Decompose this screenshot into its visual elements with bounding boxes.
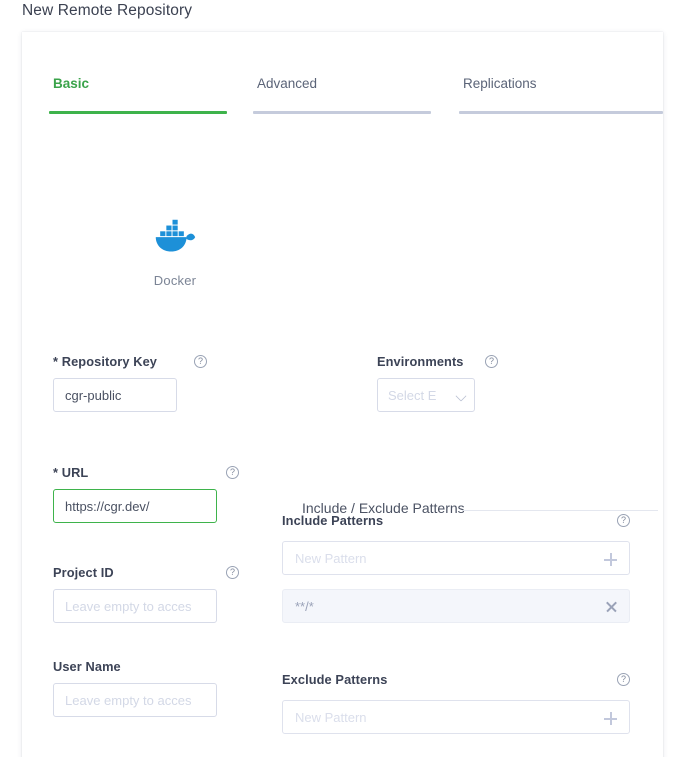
- plus-icon[interactable]: [604, 553, 617, 566]
- environments-label: Environments: [377, 354, 464, 369]
- repository-key-label-text: Repository Key: [61, 354, 158, 369]
- url-label-text: URL: [61, 465, 89, 480]
- project-id-input[interactable]: [53, 589, 217, 623]
- repository-type-docker[interactable]: Docker: [120, 217, 230, 288]
- repository-key-required-marker: *: [53, 354, 59, 369]
- page-title: New Remote Repository: [22, 2, 193, 19]
- repository-key-input[interactable]: [53, 378, 177, 412]
- environments-select[interactable]: Select E: [377, 378, 475, 412]
- tab-basic-underline: [49, 111, 227, 114]
- tab-replications-underline: [459, 111, 663, 114]
- repository-key-help-icon[interactable]: ?: [194, 355, 207, 368]
- exclude-patterns-help-icon[interactable]: ?: [617, 673, 630, 686]
- environments-select-value: Select E: [388, 388, 437, 403]
- patterns-section-title: Include / Exclude Patterns: [302, 500, 465, 516]
- tab-basic[interactable]: Basic: [49, 76, 227, 114]
- tab-basic-label: Basic: [53, 76, 90, 91]
- exclude-patterns-new-placeholder: New Pattern: [295, 710, 367, 725]
- tab-bar: Basic Advanced Replications: [49, 76, 663, 114]
- include-patterns-label: Include Patterns: [282, 513, 384, 528]
- plus-icon[interactable]: [604, 712, 617, 725]
- close-icon[interactable]: [605, 601, 617, 613]
- user-name-input[interactable]: [53, 683, 217, 717]
- patterns-section-header: Include / Exclude Patterns: [302, 500, 658, 520]
- project-id-label: Project ID: [53, 565, 114, 580]
- include-patterns-help-icon[interactable]: ?: [617, 514, 630, 527]
- repository-form-card: Basic Advanced Replications: [22, 32, 663, 757]
- include-patterns-new-input[interactable]: New Pattern: [282, 541, 630, 575]
- include-patterns-new-placeholder: New Pattern: [295, 551, 367, 566]
- tab-advanced-underline: [253, 111, 431, 114]
- include-pattern-value: **/*: [295, 599, 314, 614]
- docker-whale-icon: [155, 219, 196, 252]
- patterns-section-divider: [462, 510, 658, 511]
- tab-advanced[interactable]: Advanced: [253, 76, 431, 114]
- url-required-marker: *: [53, 465, 59, 480]
- tab-advanced-label: Advanced: [257, 76, 318, 91]
- url-input[interactable]: [53, 489, 217, 523]
- chevron-down-icon: [455, 390, 467, 402]
- url-help-icon[interactable]: ?: [226, 466, 239, 479]
- tab-replications[interactable]: Replications: [459, 76, 663, 114]
- user-name-label: User Name: [53, 659, 121, 674]
- tab-replications-label: Replications: [463, 76, 537, 91]
- repository-type-label: Docker: [153, 273, 197, 288]
- exclude-patterns-label: Exclude Patterns: [282, 672, 388, 687]
- exclude-patterns-new-input[interactable]: New Pattern: [282, 700, 630, 734]
- repository-key-label: * Repository Key: [53, 354, 157, 369]
- environments-help-icon[interactable]: ?: [485, 355, 498, 368]
- url-label: * URL: [53, 465, 88, 480]
- project-id-help-icon[interactable]: ?: [226, 566, 239, 579]
- include-pattern-row: **/*: [282, 589, 630, 623]
